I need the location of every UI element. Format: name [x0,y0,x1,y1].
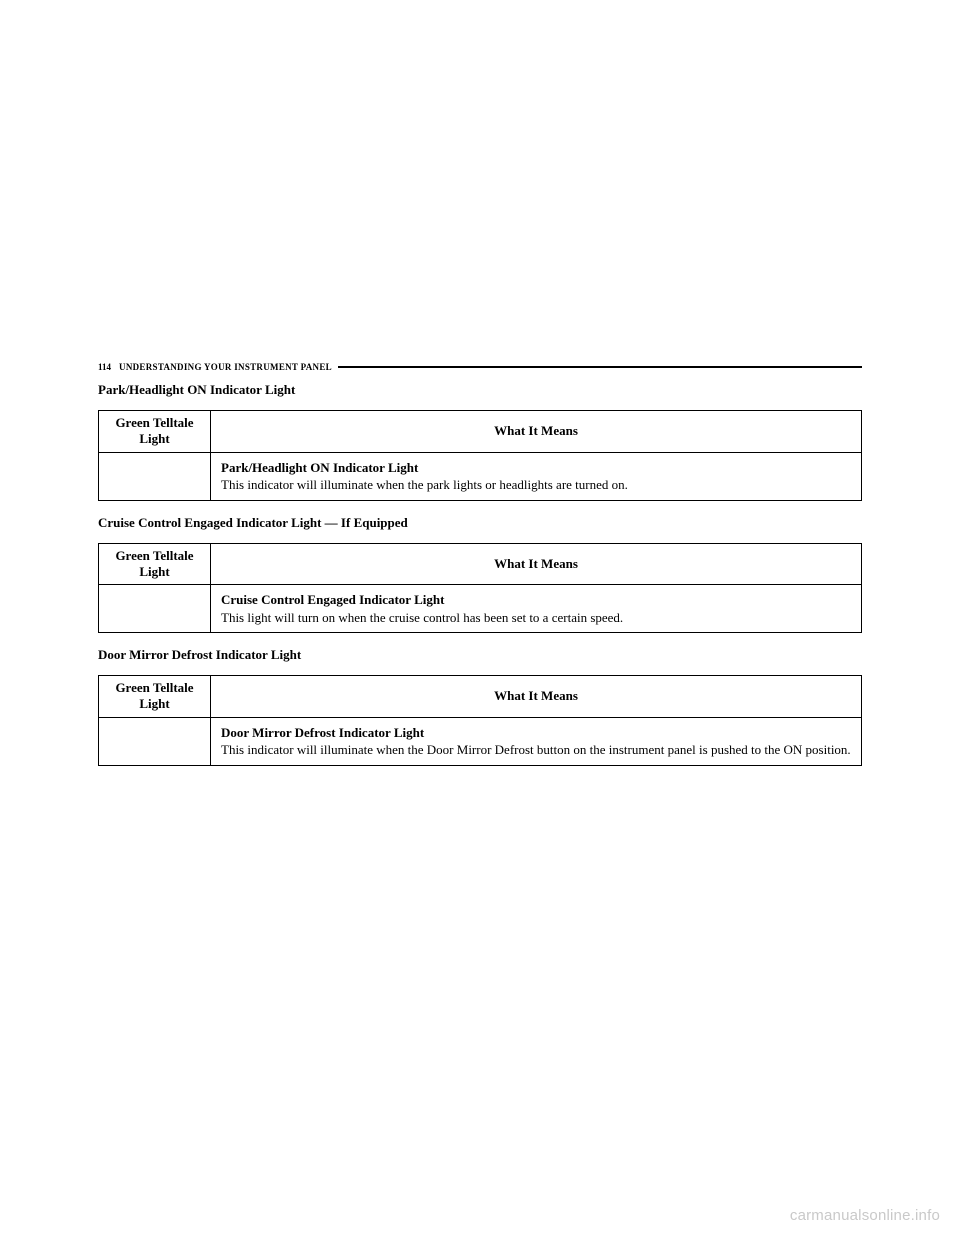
page-header: 114 UNDERSTANDING YOUR INSTRUMENT PANEL [98,362,862,372]
page-content: 114 UNDERSTANDING YOUR INSTRUMENT PANEL … [98,362,862,780]
telltale-table: Green Telltale Light What It Means Park/… [98,410,862,501]
indicator-description: Park/Headlight ON Indicator Light This i… [211,452,862,500]
header-rule [338,366,862,368]
telltale-table: Green Telltale Light What It Means Door … [98,675,862,766]
watermark: carmanualsonline.info [790,1207,940,1224]
table-header-left: Green Telltale Light [99,543,211,585]
indicator-icon-cell [99,717,211,765]
description-body: This indicator will illuminate when the … [221,477,628,492]
indicator-description: Cruise Control Engaged Indicator Light T… [211,585,862,633]
indicator-description: Door Mirror Defrost Indicator Light This… [211,717,862,765]
telltale-table: Green Telltale Light What It Means Cruis… [98,543,862,634]
description-title: Door Mirror Defrost Indicator Light [221,724,851,742]
description-title: Cruise Control Engaged Indicator Light [221,591,851,609]
section-heading: Park/Headlight ON Indicator Light [98,382,862,398]
description-title: Park/Headlight ON Indicator Light [221,459,851,477]
description-body: This indicator will illuminate when the … [221,742,851,757]
table-header-left: Green Telltale Light [99,411,211,453]
indicator-icon-cell [99,585,211,633]
indicator-icon-cell [99,452,211,500]
table-header-right: What It Means [211,543,862,585]
table-header-left: Green Telltale Light [99,676,211,718]
page-number: 114 [98,362,111,372]
table-header-right: What It Means [211,676,862,718]
section-heading: Door Mirror Defrost Indicator Light [98,647,862,663]
section-heading: Cruise Control Engaged Indicator Light —… [98,515,862,531]
description-body: This light will turn on when the cruise … [221,610,623,625]
table-header-right: What It Means [211,411,862,453]
chapter-title: UNDERSTANDING YOUR INSTRUMENT PANEL [119,362,332,372]
